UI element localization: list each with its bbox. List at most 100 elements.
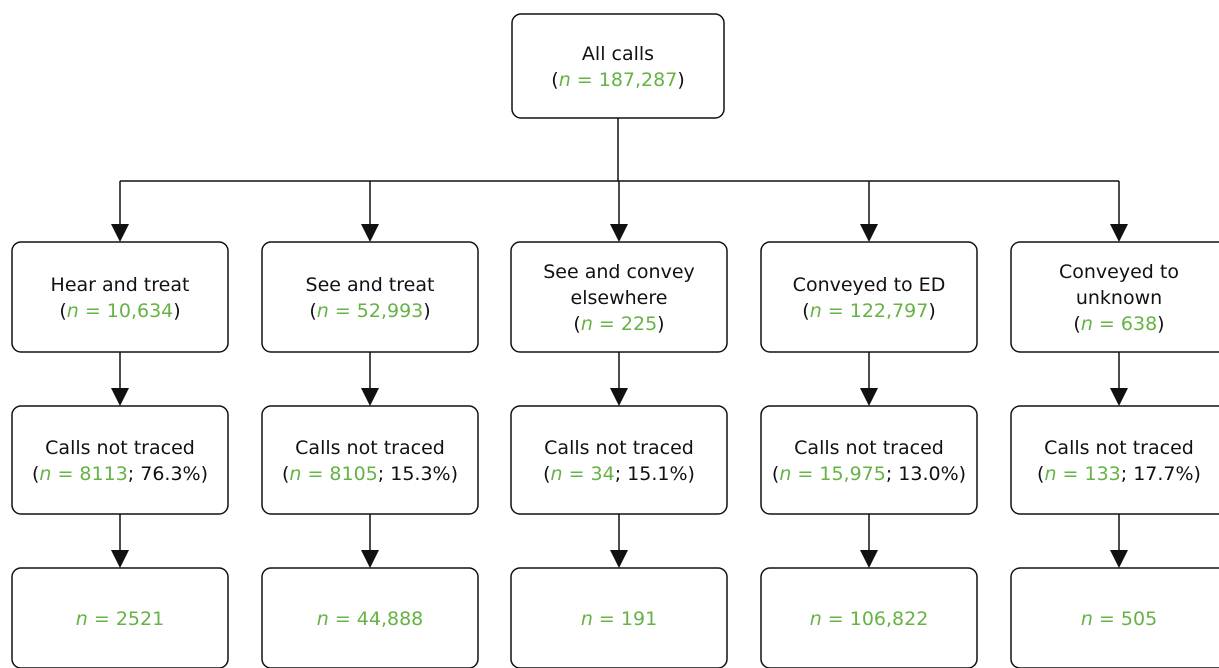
node-label: See and treat [306,274,435,296]
node-label: Calls not traced [794,437,944,459]
count-part: n [559,69,571,91]
arrowhead [860,224,878,242]
node-label: Calls not traced [295,437,445,459]
count-part: n [67,300,79,322]
node-count: (n = 15,975; 13.0%) [772,463,966,485]
count-part: ; 13.0%) [886,463,966,485]
count-part: n [39,463,51,485]
node-box [510,567,728,668]
node-label: Hear and treat [51,274,190,296]
node-label: Calls not traced [1044,437,1194,459]
arrowhead [610,550,628,568]
count-part: n [550,463,562,485]
node-box [510,405,728,515]
count-part: ( [772,463,779,485]
count-part: n [1044,463,1056,485]
count-part: n [581,608,593,630]
count-part: ( [1073,313,1080,335]
node-count: (n = 225) [573,313,664,335]
count-part: ) [677,69,684,91]
node-label: Conveyed to [1059,261,1179,283]
count-part: ; 17.7%) [1121,463,1201,485]
count-part: n [810,608,822,630]
arrowhead [361,388,379,406]
arrowhead [1110,388,1128,406]
count-part: = 225 [593,313,657,335]
node-count: (n = 122,797) [802,300,935,322]
arrowhead [860,388,878,406]
count-part: = 8105 [301,463,377,485]
count-part: ; 15.3%) [378,463,458,485]
count-part: ( [309,300,316,322]
count-part: = 638 [1093,313,1157,335]
node-box [261,241,479,353]
node-box [760,405,978,515]
node-box [1010,405,1219,515]
arrowhead [111,550,129,568]
arrowhead [1110,550,1128,568]
node-box [760,241,978,353]
count-part: = 52,993 [329,300,423,322]
count-part: = 187,287 [571,69,678,91]
count-part: ) [1157,313,1164,335]
count-part: = 2521 [88,608,164,630]
count-part: = 106,822 [822,608,929,630]
count-part: ; 76.3%) [128,463,208,485]
count-part: n [76,608,88,630]
count-part: n [317,608,329,630]
count-part: = 505 [1093,608,1157,630]
node-count: n = 505 [1081,608,1157,630]
node-count: (n = 187,287) [551,69,684,91]
node-count: (n = 8105; 15.3%) [282,463,458,485]
count-part: ( [551,69,558,91]
node-count: n = 191 [581,608,657,630]
node-label: Conveyed to ED [793,274,946,296]
node-box [511,13,725,119]
count-part: = 15,975 [791,463,885,485]
count-part: ( [59,300,66,322]
count-part: n [317,300,329,322]
node-label: All calls [582,43,654,65]
node-box [11,405,229,515]
count-part: n [581,313,593,335]
node-box [261,567,479,668]
arrowhead [860,550,878,568]
count-part: ( [573,313,580,335]
count-part: n [1081,608,1093,630]
node-label: elsewhere [571,287,668,309]
node-count: (n = 133; 17.7%) [1037,463,1201,485]
arrowhead [361,224,379,242]
node-label: Calls not traced [45,437,195,459]
count-part: ) [928,300,935,322]
arrowhead [610,224,628,242]
arrowhead [361,550,379,568]
node-box [11,567,229,668]
node-box [1010,567,1219,668]
count-part: = 122,797 [822,300,929,322]
count-part: = 44,888 [329,608,423,630]
count-part: = 34 [563,463,615,485]
node-count: (n = 8113; 76.3%) [32,463,208,485]
count-part: ) [657,313,664,335]
node-label: unknown [1076,287,1162,309]
node-box [760,567,978,668]
node-count: n = 44,888 [317,608,424,630]
count-part: ) [173,300,180,322]
count-part: ( [802,300,809,322]
count-part: n [779,463,791,485]
count-part: ; 15.1%) [615,463,695,485]
node-count: (n = 52,993) [309,300,430,322]
node-count: n = 106,822 [810,608,929,630]
count-part: n [810,300,822,322]
count-part: ( [282,463,289,485]
node-count: (n = 10,634) [59,300,180,322]
count-part: n [289,463,301,485]
count-part: ( [32,463,39,485]
count-part: = 8113 [51,463,127,485]
count-part: ( [1037,463,1044,485]
arrowhead [1110,224,1128,242]
arrowhead [111,224,129,242]
count-part: = 133 [1056,463,1120,485]
node-box [11,241,229,353]
